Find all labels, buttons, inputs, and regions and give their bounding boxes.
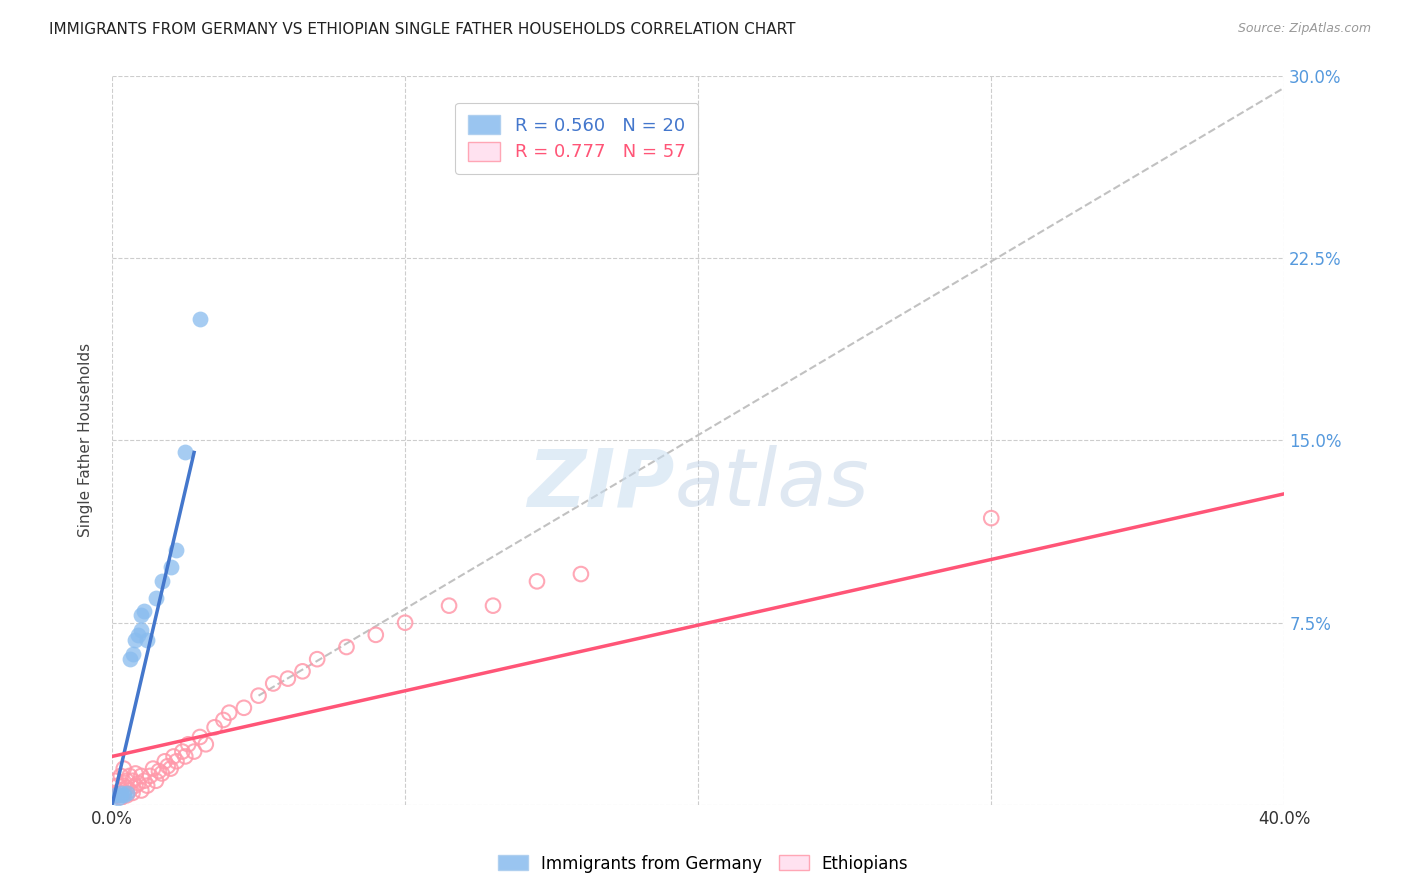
Point bbox=[121, 648, 143, 662]
Point bbox=[136, 779, 159, 793]
Point bbox=[118, 652, 141, 666]
Point bbox=[115, 780, 138, 795]
Point bbox=[394, 615, 416, 630]
Point bbox=[118, 783, 141, 797]
Point bbox=[107, 789, 129, 803]
Point bbox=[159, 559, 181, 574]
Point bbox=[115, 789, 138, 803]
Point bbox=[291, 665, 314, 679]
Point bbox=[127, 776, 149, 790]
Point bbox=[159, 762, 181, 776]
Point bbox=[121, 786, 143, 800]
Point bbox=[115, 773, 138, 788]
Point bbox=[112, 762, 135, 776]
Point bbox=[277, 672, 299, 686]
Point bbox=[139, 769, 162, 783]
Point bbox=[134, 773, 156, 788]
Point bbox=[131, 783, 153, 797]
Point bbox=[194, 737, 217, 751]
Point bbox=[121, 773, 143, 788]
Point bbox=[124, 632, 146, 647]
Point bbox=[104, 789, 127, 803]
Point bbox=[188, 311, 211, 326]
Point bbox=[104, 773, 127, 788]
Point bbox=[218, 706, 240, 720]
Point bbox=[526, 574, 548, 589]
Point bbox=[150, 766, 173, 780]
Point bbox=[145, 773, 167, 788]
Point bbox=[124, 766, 146, 780]
Point bbox=[156, 759, 179, 773]
Point bbox=[174, 749, 197, 764]
Point bbox=[131, 769, 153, 783]
Text: atlas: atlas bbox=[675, 445, 869, 523]
Point bbox=[110, 790, 132, 805]
Point bbox=[148, 764, 170, 778]
Point bbox=[124, 779, 146, 793]
Point bbox=[262, 676, 284, 690]
Point bbox=[212, 713, 235, 727]
Point bbox=[174, 445, 197, 459]
Point bbox=[569, 567, 592, 582]
Point bbox=[482, 599, 505, 613]
Point bbox=[112, 789, 135, 803]
Point bbox=[127, 628, 149, 642]
Point bbox=[172, 745, 194, 759]
Point bbox=[335, 640, 357, 654]
Point bbox=[104, 786, 127, 800]
Point bbox=[131, 623, 153, 637]
Point bbox=[232, 701, 254, 715]
Point bbox=[980, 511, 1002, 525]
Point bbox=[136, 632, 159, 647]
Point bbox=[131, 608, 153, 623]
Point bbox=[107, 779, 129, 793]
Point bbox=[150, 574, 173, 589]
Point bbox=[110, 783, 132, 797]
Point bbox=[145, 591, 167, 606]
Legend: Immigrants from Germany, Ethiopians: Immigrants from Germany, Ethiopians bbox=[491, 848, 915, 880]
Point bbox=[204, 720, 226, 734]
Point bbox=[166, 542, 188, 557]
Legend: R = 0.560   N = 20, R = 0.777   N = 57: R = 0.560 N = 20, R = 0.777 N = 57 bbox=[456, 103, 699, 174]
Point bbox=[142, 762, 165, 776]
Point bbox=[115, 786, 138, 800]
Point bbox=[153, 754, 176, 768]
Y-axis label: Single Father Households: Single Father Households bbox=[79, 343, 93, 537]
Point bbox=[110, 769, 132, 783]
Point bbox=[166, 754, 188, 768]
Point bbox=[183, 745, 205, 759]
Point bbox=[162, 749, 184, 764]
Point bbox=[107, 790, 129, 805]
Point bbox=[437, 599, 460, 613]
Point bbox=[110, 789, 132, 803]
Point bbox=[307, 652, 329, 666]
Point bbox=[118, 769, 141, 783]
Text: IMMIGRANTS FROM GERMANY VS ETHIOPIAN SINGLE FATHER HOUSEHOLDS CORRELATION CHART: IMMIGRANTS FROM GERMANY VS ETHIOPIAN SIN… bbox=[49, 22, 796, 37]
Text: Source: ZipAtlas.com: Source: ZipAtlas.com bbox=[1237, 22, 1371, 36]
Point bbox=[112, 786, 135, 800]
Point bbox=[188, 730, 211, 744]
Point bbox=[364, 628, 387, 642]
Point bbox=[112, 779, 135, 793]
Point bbox=[247, 689, 270, 703]
Text: ZIP: ZIP bbox=[527, 445, 675, 523]
Point bbox=[110, 786, 132, 800]
Point bbox=[134, 603, 156, 617]
Point bbox=[177, 737, 200, 751]
